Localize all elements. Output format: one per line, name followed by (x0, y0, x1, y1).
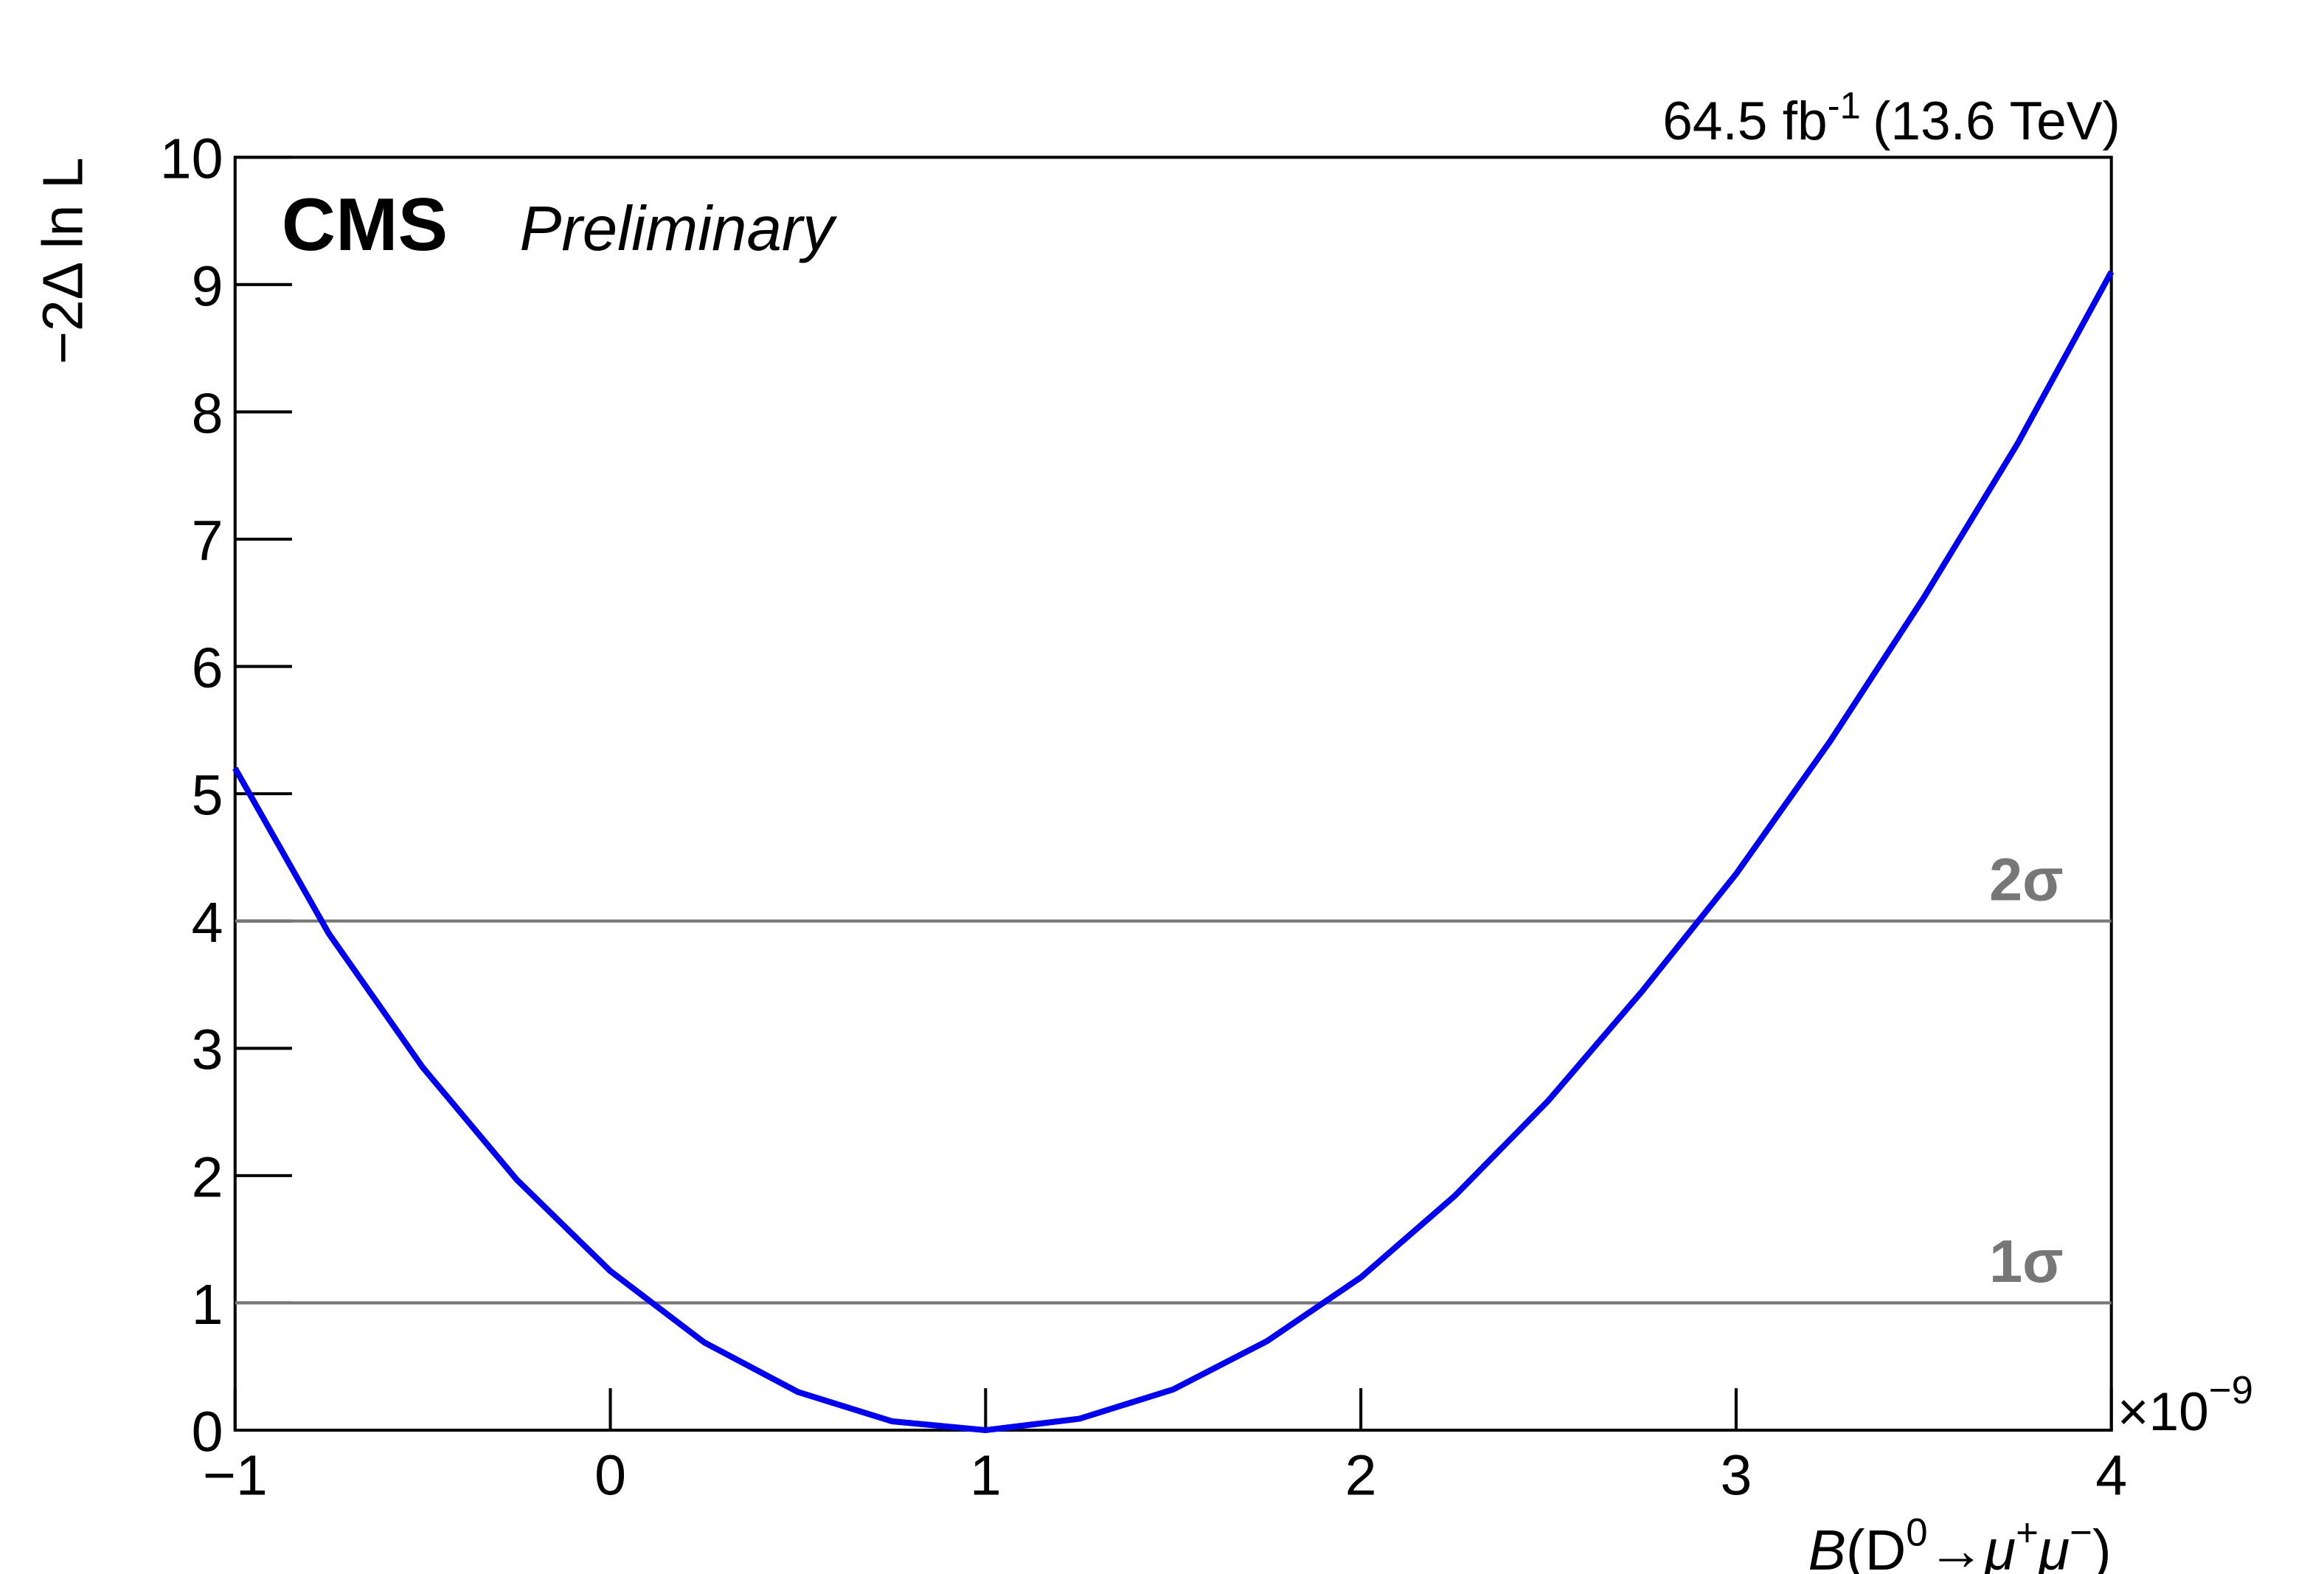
reference-label: 2σ (1989, 846, 2064, 913)
x-title-part: → (1928, 1519, 1985, 1574)
lumi-energy: (13.6 TeV) (1873, 91, 2120, 151)
lumi-sup: -1 (1828, 84, 1861, 126)
plot-frame (233, 156, 2113, 1432)
y-tick-label: 0 (192, 1400, 223, 1463)
x-tick-label: −1 (203, 1443, 268, 1507)
y-tick-label: 9 (192, 254, 223, 318)
x-tick-label: 0 (594, 1443, 626, 1507)
x-tick-label: 1 (970, 1443, 1002, 1507)
x-tick-label: 2 (1345, 1443, 1377, 1507)
y-tick-label: 4 (192, 891, 223, 954)
y-tick-label: 8 (192, 382, 223, 445)
lumi-value: 64.5 fb (1662, 91, 1827, 151)
x-title-part: ) (2092, 1519, 2112, 1574)
multiplier-sup: −9 (2209, 1368, 2253, 1412)
x-tick-label: 4 (2095, 1443, 2127, 1507)
experiment-label: CMS (282, 182, 448, 266)
y-tick-label: 10 (160, 128, 223, 191)
y-tick-label: 2 (192, 1145, 223, 1209)
x-title-part: − (2070, 1511, 2092, 1554)
y-tick-label: 5 (192, 764, 223, 828)
x-title-part: μ (1983, 1519, 2016, 1574)
y-axis-title: −2Δ ln L (32, 157, 95, 364)
x-title-part: + (2016, 1511, 2039, 1554)
x-multiplier: ×10−9 (2117, 1368, 2253, 1442)
x-axis-title: B(D0→μ+μ−) (1808, 1511, 2111, 1574)
reference-label: 1σ (1989, 1228, 2064, 1295)
y-tick-label: 3 (192, 1019, 223, 1082)
luminosity-label: 64.5 fb-1 (13.6 TeV) (1662, 84, 2120, 150)
x-title-part: 0 (1906, 1511, 1927, 1554)
multiplier-text: ×10 (2117, 1382, 2209, 1442)
y-tick-label: 7 (192, 509, 223, 572)
y-tick-label: 6 (192, 637, 223, 700)
x-title-part: μ (2037, 1519, 2070, 1574)
x-tick-label: 3 (1720, 1443, 1752, 1507)
likelihood-curve (232, 270, 2115, 1434)
status-label: Preliminary (520, 194, 838, 264)
x-title-part: (D (1846, 1519, 1906, 1574)
x-title-part: B (1808, 1519, 1845, 1574)
y-tick-label: 1 (192, 1273, 223, 1336)
